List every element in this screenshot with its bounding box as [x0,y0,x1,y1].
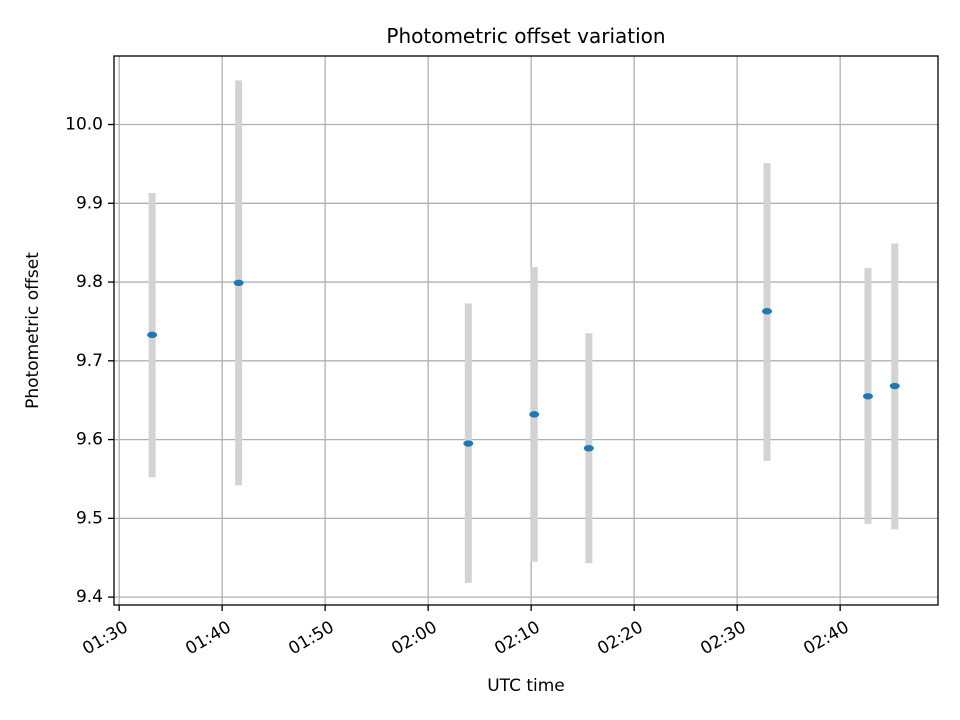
data-point [233,279,244,287]
y-tick-label: 9.4 [76,587,103,607]
y-axis-label: Photometric offset [23,252,43,409]
chart-title: Photometric offset variation [386,24,665,48]
y-axis-ticks: 9.4 9.5 9.6 9.7 9.8 9.9 10.0 [65,115,114,607]
y-tick-label: 10.0 [65,115,103,135]
data-point [862,393,873,400]
y-tick-label: 9.9 [76,193,103,213]
plot-area-frame [113,55,939,606]
data-point [529,411,540,418]
data-point [889,382,900,390]
y-tick-label: 9.7 [76,351,103,371]
x-axis-label: UTC time [487,676,565,696]
data-point [762,308,773,315]
data-point [463,440,474,447]
data-point [147,331,158,339]
data-point [583,445,594,452]
y-tick-label: 9.6 [76,430,103,450]
data-points [147,279,900,452]
y-tick-label: 9.5 [76,508,103,528]
y-tick-label: 9.8 [76,272,103,292]
